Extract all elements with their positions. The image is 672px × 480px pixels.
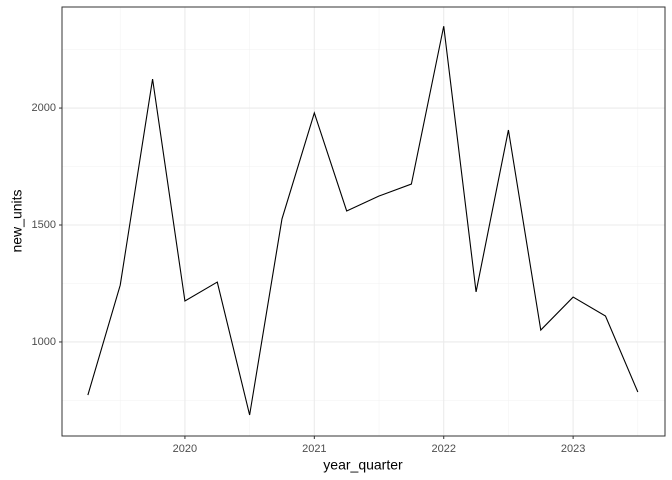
y-axis-title: new_units xyxy=(9,189,25,252)
x-tick-label: 2020 xyxy=(173,443,197,455)
x-tick-label: 2023 xyxy=(561,443,585,455)
x-axis-title: year_quarter xyxy=(323,457,403,473)
y-tick-label: 1000 xyxy=(32,336,56,348)
y-tick-label: 1500 xyxy=(32,219,56,231)
x-tick-label: 2022 xyxy=(431,443,455,455)
y-tick-label: 2000 xyxy=(32,102,56,114)
x-tick-label: 2021 xyxy=(302,443,326,455)
panel-border xyxy=(61,6,666,437)
line-series xyxy=(87,26,639,416)
